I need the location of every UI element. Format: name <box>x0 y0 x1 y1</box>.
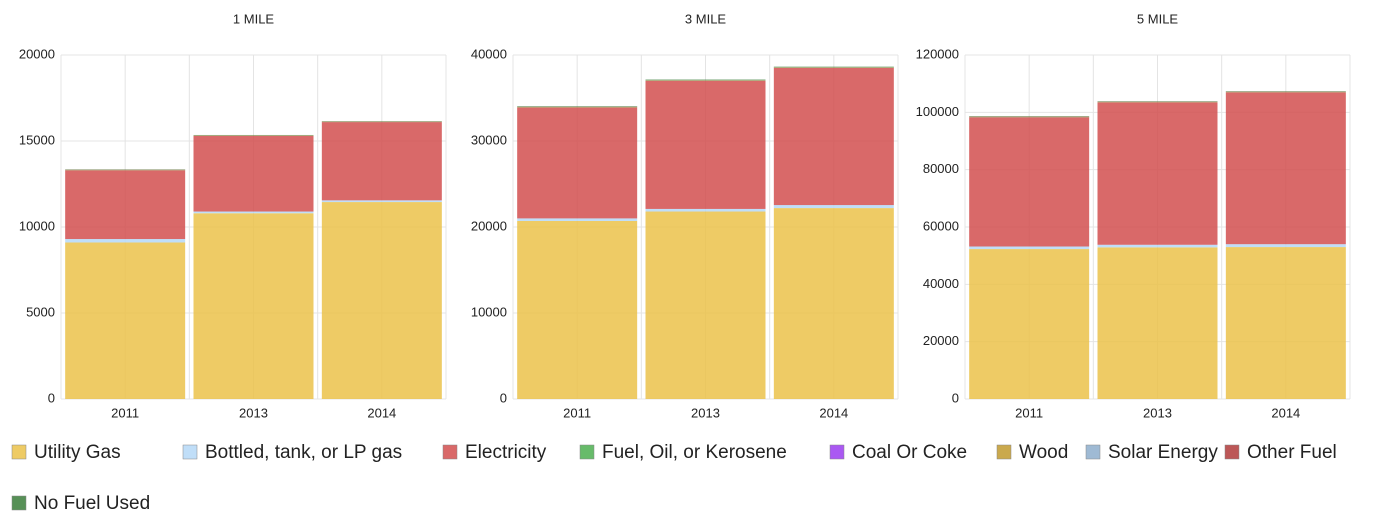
chart-title: 5 MILE <box>1137 11 1179 26</box>
bar-segment <box>1097 102 1218 245</box>
bar-segment <box>193 213 314 399</box>
legend-label: Fuel, Oil, or Kerosene <box>602 442 787 463</box>
bar-segment <box>517 107 638 219</box>
legend-swatch <box>11 495 27 511</box>
bar-segment <box>645 80 766 209</box>
legend-swatch <box>996 444 1012 460</box>
y-tick-label: 40000 <box>471 46 507 61</box>
bar-segment <box>517 106 638 107</box>
bar-segment <box>321 200 442 203</box>
bar-segment <box>193 211 314 214</box>
y-tick-label: 40000 <box>923 276 959 291</box>
y-tick-label: 5000 <box>26 304 55 319</box>
y-tick-label: 120000 <box>916 46 959 61</box>
x-tick-label: 2013 <box>691 405 720 420</box>
bar-segment <box>1225 244 1346 248</box>
bar-segment <box>65 242 186 399</box>
y-tick-label: 10000 <box>471 304 507 319</box>
legend-swatch <box>1085 444 1101 460</box>
bar-segment <box>517 220 638 399</box>
x-tick-label: 2013 <box>239 405 268 420</box>
legend-label: Coal Or Coke <box>852 442 967 463</box>
legend-swatch <box>1224 444 1240 460</box>
legend-swatch <box>11 444 27 460</box>
legend-swatch <box>829 444 845 460</box>
x-tick-label: 2014 <box>819 405 848 420</box>
y-tick-label: 60000 <box>923 218 959 233</box>
chart-title: 3 MILE <box>685 11 727 26</box>
bar-segment <box>773 66 894 68</box>
bar-segment <box>1225 247 1346 399</box>
bar-segment <box>773 208 894 399</box>
y-tick-label: 10000 <box>19 218 55 233</box>
y-tick-label: 20000 <box>471 218 507 233</box>
y-tick-label: 20000 <box>923 333 959 348</box>
x-tick-label: 2011 <box>563 405 591 420</box>
x-tick-label: 2014 <box>1271 405 1300 420</box>
bar-segment <box>645 208 766 212</box>
x-tick-label: 2011 <box>1015 405 1043 420</box>
x-tick-label: 2013 <box>1143 405 1172 420</box>
legend-swatch <box>442 444 458 460</box>
bar-segment <box>321 122 442 201</box>
bar-segment <box>969 246 1090 250</box>
bar-segment <box>645 79 766 81</box>
y-tick-label: 0 <box>48 390 55 405</box>
bar-segment <box>1097 247 1218 399</box>
y-tick-label: 0 <box>952 390 959 405</box>
bar-segment <box>773 205 894 209</box>
chart-title: 1 MILE <box>233 11 275 26</box>
y-tick-label: 0 <box>500 390 507 405</box>
y-tick-label: 30000 <box>471 132 507 147</box>
bar-segment <box>969 249 1090 399</box>
bar-segment <box>193 135 314 212</box>
legend-label: Other Fuel <box>1247 442 1337 463</box>
x-tick-label: 2014 <box>367 405 396 420</box>
legend-label: Solar Energy <box>1108 442 1218 463</box>
legend-swatch <box>579 444 595 460</box>
y-tick-label: 20000 <box>19 46 55 61</box>
y-tick-label: 100000 <box>916 104 959 119</box>
legend-label: Wood <box>1019 442 1068 463</box>
bar-segment <box>773 67 894 206</box>
bar-segment <box>321 202 442 399</box>
legend-label: No Fuel Used <box>34 493 150 514</box>
x-tick-label: 2011 <box>111 405 139 420</box>
bar-segment <box>1225 92 1346 245</box>
legend-label: Electricity <box>465 442 547 463</box>
y-tick-label: 15000 <box>19 132 55 147</box>
bar-segment <box>645 211 766 399</box>
y-tick-label: 80000 <box>923 161 959 176</box>
legend-label: Utility Gas <box>34 442 121 463</box>
bar-segment <box>65 170 186 240</box>
bar-segment <box>1097 244 1218 248</box>
bar-segment <box>969 117 1090 247</box>
legend-swatch <box>182 444 198 460</box>
legend-label: Bottled, tank, or LP gas <box>205 442 402 463</box>
bar-segment <box>65 239 186 243</box>
bar-segment <box>517 218 638 221</box>
